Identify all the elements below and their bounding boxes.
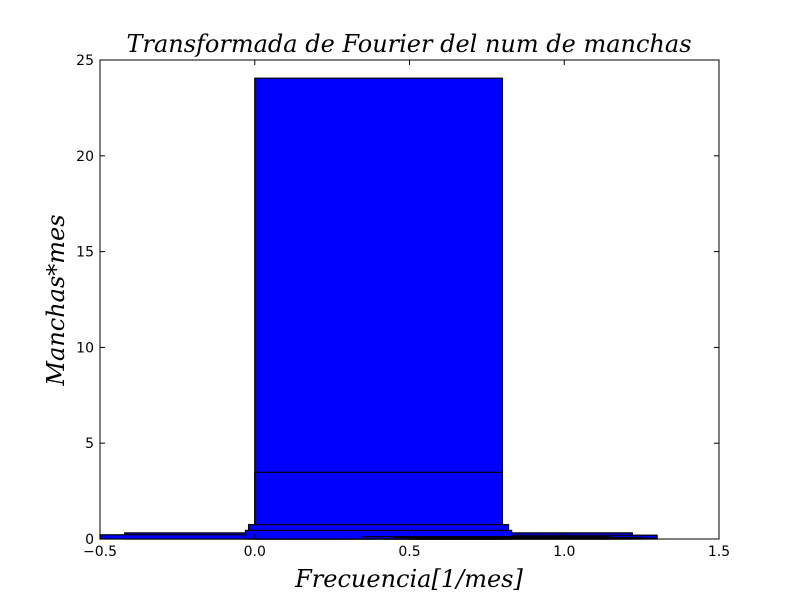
bars-group [99, 77, 658, 540]
bar [254, 77, 503, 540]
chart-title: Transformada de Fourier del num de manch… [126, 30, 691, 58]
y-axis-label: Manchas*mes [42, 214, 70, 386]
x-tick-label: 1.5 [708, 544, 730, 560]
x-tick-label: −0.5 [83, 544, 117, 560]
x-tick-label: 0.5 [398, 544, 420, 560]
y-tick-label: 10 [76, 340, 94, 356]
ticks-group [99, 59, 720, 540]
y-tick-label: 20 [76, 149, 94, 165]
x-tick-label: 1.0 [553, 544, 575, 560]
y-tick-label: 15 [76, 245, 94, 261]
x-tick-label: 0.0 [244, 544, 266, 560]
x-axis-label: Frecuencia[1/mes] [294, 565, 523, 593]
y-tick-label: 0 [85, 532, 94, 548]
y-tick-label: 5 [85, 436, 94, 452]
tick-labels-group: −0.5 0.0 0.5 1.0 1.5 0 5 10 15 20 25 [76, 53, 730, 560]
y-tick-label: 25 [76, 53, 94, 69]
